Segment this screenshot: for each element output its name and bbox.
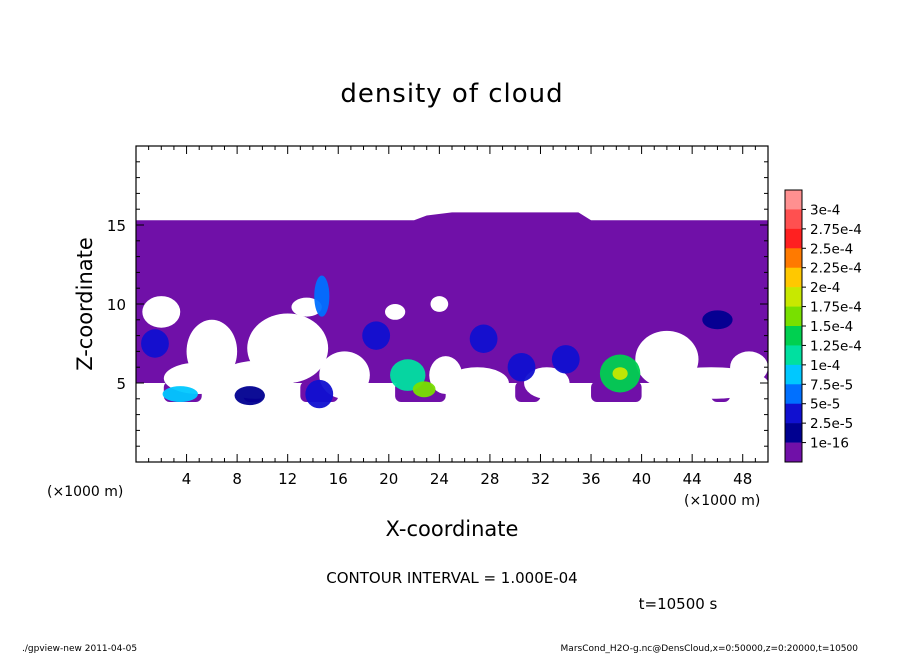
x-tick-label: 28 bbox=[480, 470, 499, 488]
density-core bbox=[141, 329, 169, 358]
clear-region bbox=[218, 360, 294, 399]
x-tick-label: 12 bbox=[278, 470, 297, 488]
contour-interval: CONTOUR INTERVAL = 1.000E-04 bbox=[326, 569, 577, 587]
x-tick-label: 44 bbox=[683, 470, 702, 488]
density-core bbox=[469, 324, 498, 353]
x-tick-label: 4 bbox=[182, 470, 192, 488]
x-tick-label: 20 bbox=[379, 470, 398, 488]
density-core bbox=[234, 386, 265, 406]
colorbar-swatch bbox=[785, 423, 802, 443]
colorbar-swatch bbox=[785, 403, 802, 424]
colorbar-swatch bbox=[785, 364, 802, 385]
colorbar-label: 2e-4 bbox=[810, 280, 840, 296]
density-core bbox=[305, 379, 334, 409]
colorbar-swatch bbox=[785, 248, 802, 269]
colorbar-label: 2.5e-5 bbox=[810, 416, 853, 432]
clear-region bbox=[385, 304, 406, 320]
density-core bbox=[551, 345, 580, 374]
density-core bbox=[362, 321, 391, 350]
clear-region bbox=[730, 351, 768, 384]
y-tick-label: 15 bbox=[107, 217, 126, 235]
density-core bbox=[162, 386, 198, 402]
colorbar-swatch bbox=[785, 228, 802, 249]
colorbar-swatch bbox=[785, 287, 802, 307]
x-tick-label: 8 bbox=[232, 470, 242, 488]
density-core bbox=[390, 359, 426, 391]
colorbar-label: 1.75e-4 bbox=[810, 300, 862, 316]
clear-region bbox=[430, 296, 449, 312]
colorbar-label: 1.25e-4 bbox=[810, 338, 862, 354]
colorbar-label: 7.5e-5 bbox=[810, 377, 853, 393]
colorbar-label: 1.5e-4 bbox=[810, 319, 853, 335]
colorbar-swatch bbox=[785, 384, 802, 405]
colorbar-label: 2.75e-4 bbox=[810, 222, 862, 238]
colorbar-label: 5e-5 bbox=[810, 397, 840, 413]
colorbar-label: 2.25e-4 bbox=[810, 261, 862, 277]
clear-region bbox=[445, 367, 509, 399]
x-tick-label: 32 bbox=[531, 470, 550, 488]
clear-region bbox=[319, 351, 370, 399]
colorbar: 3e-4 2.75e-4 2.5e-4 2.25e-4 2e-4 1.75e-4 1.5e-… bbox=[784, 189, 862, 463]
x-tick-label: 16 bbox=[329, 470, 348, 488]
clear-region bbox=[524, 367, 570, 399]
y-axis: 5 10 15 bbox=[107, 161, 768, 447]
colorbar-label: 2.5e-4 bbox=[810, 241, 853, 257]
colorbar-swatch bbox=[785, 209, 802, 230]
time-label: t=10500 s bbox=[639, 595, 718, 613]
clear-region bbox=[142, 296, 181, 328]
colorbar-swatch bbox=[785, 306, 802, 327]
x-tick-label: 36 bbox=[581, 470, 600, 488]
clear-region bbox=[163, 362, 235, 395]
x-tick-label: 24 bbox=[430, 470, 449, 488]
x-axis-label: X-coordinate bbox=[386, 517, 519, 541]
x-unit-right: (×1000 m) bbox=[684, 493, 760, 509]
colorbar-swatch bbox=[785, 345, 802, 366]
density-core bbox=[612, 367, 628, 380]
density-core bbox=[507, 352, 536, 382]
x-axis: 4 8 12 16 20 24 28 32 36 40 44 48 bbox=[148, 146, 769, 488]
colorbar-swatch bbox=[785, 326, 802, 346]
colorbar-swatch bbox=[785, 190, 802, 210]
colorbar-swatch bbox=[785, 267, 802, 288]
footer-left: ./gpview-new 2011-04-05 bbox=[22, 644, 137, 654]
y-tick-label: 5 bbox=[116, 375, 126, 393]
clear-region bbox=[291, 297, 322, 317]
footer-right: MarsCond_H2O-g.nc@DensCloud,x=0:50000,z=… bbox=[561, 644, 859, 654]
density-core bbox=[412, 381, 436, 398]
x-tick-label: 48 bbox=[733, 470, 752, 488]
x-unit-left: (×1000 m) bbox=[47, 484, 123, 500]
density-core bbox=[702, 310, 733, 330]
colorbar-label: 3e-4 bbox=[810, 202, 840, 218]
x-tick-label: 40 bbox=[632, 470, 651, 488]
colorbar-swatch bbox=[785, 442, 802, 463]
cloud-field bbox=[136, 212, 768, 409]
y-axis-label: Z-coordinate bbox=[73, 237, 97, 371]
colorbar-label: 1e-16 bbox=[810, 436, 849, 452]
colorbar-label: 1e-4 bbox=[810, 358, 840, 374]
density-core bbox=[314, 275, 330, 317]
chart-title: density of cloud bbox=[340, 79, 563, 109]
y-tick-label: 10 bbox=[107, 296, 126, 314]
